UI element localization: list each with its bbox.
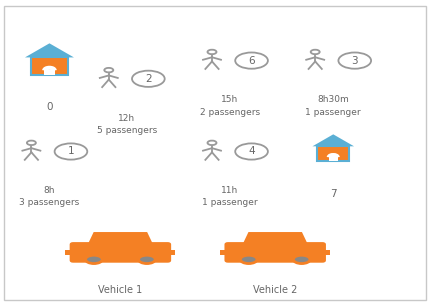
Text: 15h: 15h <box>221 95 239 105</box>
Text: 1 passenger: 1 passenger <box>202 198 258 208</box>
Polygon shape <box>25 43 74 57</box>
Polygon shape <box>242 232 308 245</box>
Text: 12h: 12h <box>118 114 135 123</box>
Text: Vehicle 2: Vehicle 2 <box>253 285 298 295</box>
Text: 8h: 8h <box>44 186 55 195</box>
Text: 1 passenger: 1 passenger <box>305 108 361 117</box>
Ellipse shape <box>293 255 310 264</box>
Text: 4: 4 <box>248 146 255 157</box>
Polygon shape <box>87 232 154 245</box>
Text: 2 passengers: 2 passengers <box>200 108 260 117</box>
Text: 2: 2 <box>145 74 152 84</box>
Bar <box>65 250 73 255</box>
Text: 1: 1 <box>68 146 74 157</box>
FancyBboxPatch shape <box>70 242 171 263</box>
Ellipse shape <box>86 255 102 264</box>
Ellipse shape <box>138 255 155 264</box>
Bar <box>317 146 349 161</box>
Ellipse shape <box>240 255 257 264</box>
Bar <box>322 250 330 255</box>
Text: 6: 6 <box>248 55 255 66</box>
Bar <box>44 70 55 75</box>
Text: 7: 7 <box>330 189 337 199</box>
Text: 3 passengers: 3 passengers <box>19 198 80 208</box>
Bar <box>31 57 68 75</box>
Text: 11h: 11h <box>221 186 239 195</box>
FancyBboxPatch shape <box>224 242 326 263</box>
Bar <box>220 250 228 255</box>
Text: 5 passengers: 5 passengers <box>97 126 157 135</box>
Bar <box>168 250 175 255</box>
Polygon shape <box>313 134 354 146</box>
Text: 0: 0 <box>46 102 53 112</box>
Text: 3: 3 <box>351 55 358 66</box>
Text: 8h30m: 8h30m <box>317 95 349 105</box>
Bar <box>329 157 338 161</box>
Text: Vehicle 1: Vehicle 1 <box>98 285 142 295</box>
